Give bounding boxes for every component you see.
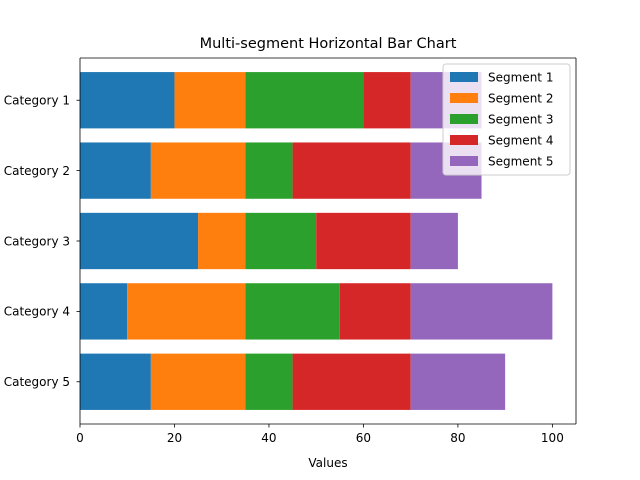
legend-label: Segment 2: [488, 92, 553, 106]
legend-label: Segment 4: [488, 134, 553, 148]
legend-swatch: [450, 156, 478, 166]
bar-segment-5-category-5: [410, 353, 506, 410]
legend-swatch: [450, 93, 478, 103]
bar-segment-5-category-4: [410, 283, 553, 340]
bar-segment-5-category-3: [410, 212, 458, 270]
legend-box: [442, 63, 571, 176]
bar-segment-2-category-2: [150, 142, 246, 199]
ticks: 0 20 40 60 80 100 Category 1 Category 2 Category…: [4, 94, 564, 445]
bar-segment-1-category-3: [80, 212, 199, 270]
bar-segment-4-category-3: [316, 212, 411, 270]
bar-segment-1-category-4: [80, 283, 128, 340]
x-tick-label: 0: [76, 431, 84, 445]
bar-segment-3-category-2: [245, 142, 293, 199]
bar-segment-4-category-5: [292, 353, 411, 410]
bars: [80, 72, 553, 410]
y-tick-label: Category 5: [4, 375, 70, 389]
bar-segment-2-category-5: [150, 353, 246, 410]
y-tick-label: Category 1: [4, 94, 70, 108]
x-tick-label: 100: [541, 431, 564, 445]
y-tick-label: Category 4: [4, 305, 70, 319]
legend-swatch: [450, 72, 478, 82]
legend-swatch: [450, 114, 478, 124]
legend-label: Segment 1: [488, 71, 553, 85]
y-tick-label: Category 2: [4, 164, 70, 178]
x-tick-label: 60: [356, 431, 371, 445]
legend-label: Segment 5: [488, 155, 553, 169]
legend-swatch: [450, 135, 478, 145]
bar-segment-3-category-4: [245, 283, 340, 340]
bar-segment-2-category-3: [198, 212, 246, 270]
y-tick-label: Category 3: [4, 234, 70, 248]
bar-segment-1-category-2: [80, 142, 151, 199]
chart-title: Multi-segment Horizontal Bar Chart: [200, 36, 457, 52]
bar-segment-1-category-5: [80, 353, 151, 410]
legend-label: Segment 3: [488, 113, 553, 127]
x-axis-label: Values: [308, 456, 347, 470]
bar-segment-4-category-1: [363, 72, 411, 129]
legend: Segment 1 Segment 2 Segment 3 Segment 4 Segm…: [442, 63, 571, 176]
bar-segment-4-category-2: [292, 142, 411, 199]
bar-segment-3-category-5: [245, 353, 293, 410]
bar-segment-2-category-1: [174, 72, 246, 129]
x-tick-label: 40: [261, 431, 276, 445]
x-tick-label: 20: [167, 431, 182, 445]
bar-segment-3-category-1: [245, 72, 364, 129]
bar-segment-3-category-3: [245, 212, 317, 270]
bar-segment-4-category-4: [339, 283, 411, 340]
bar-segment-2-category-4: [127, 283, 246, 340]
bar-segment-1-category-1: [80, 72, 175, 129]
x-tick-label: 80: [450, 431, 465, 445]
